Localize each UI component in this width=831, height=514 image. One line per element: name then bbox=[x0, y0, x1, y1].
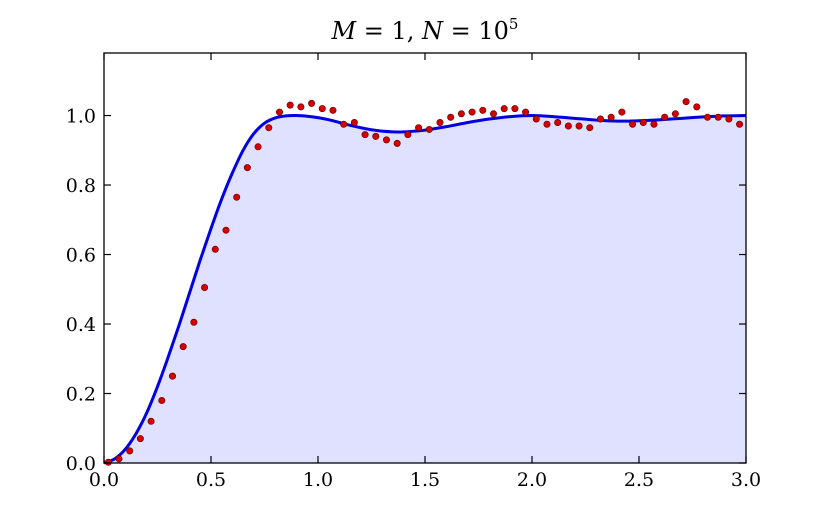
data-point bbox=[404, 131, 412, 139]
data-point bbox=[532, 115, 540, 123]
data-point bbox=[725, 115, 733, 123]
data-point bbox=[682, 98, 690, 106]
title-eq1: = 1, bbox=[356, 17, 422, 45]
area-fill-layer bbox=[104, 115, 746, 463]
x-tick-label: 2.5 bbox=[624, 469, 654, 491]
x-tick-label: 2.0 bbox=[517, 469, 547, 491]
x-tick-label: 1.5 bbox=[410, 469, 440, 491]
data-point bbox=[489, 110, 497, 118]
data-point bbox=[158, 396, 166, 404]
y-tick-label: 0.8 bbox=[66, 175, 96, 197]
title-var-m: M bbox=[331, 17, 358, 45]
data-point bbox=[179, 343, 187, 351]
data-point bbox=[275, 108, 283, 116]
data-point bbox=[522, 108, 530, 116]
data-point bbox=[126, 447, 134, 455]
data-point bbox=[575, 122, 583, 130]
data-point bbox=[340, 120, 348, 128]
data-point bbox=[564, 122, 572, 130]
data-point bbox=[650, 120, 658, 128]
data-point bbox=[222, 226, 230, 234]
y-tick-label: 0.6 bbox=[66, 245, 96, 267]
data-point bbox=[425, 125, 433, 133]
data-point bbox=[393, 139, 401, 147]
y-tick-label: 0.2 bbox=[66, 384, 96, 406]
data-point bbox=[382, 136, 390, 144]
data-point bbox=[297, 103, 305, 111]
data-point bbox=[618, 108, 626, 116]
title-var-n: N bbox=[421, 17, 444, 45]
data-point bbox=[436, 118, 444, 126]
data-point bbox=[607, 113, 615, 121]
data-point bbox=[447, 113, 455, 121]
data-point bbox=[104, 458, 112, 466]
data-point bbox=[639, 118, 647, 126]
area-under-curve bbox=[104, 115, 746, 463]
data-point bbox=[468, 108, 476, 116]
y-tick-label: 0.4 bbox=[66, 314, 96, 336]
x-tick-label: 1.0 bbox=[303, 469, 333, 491]
data-point bbox=[693, 103, 701, 111]
x-tick-label: 3.0 bbox=[731, 469, 761, 491]
scatter-points-layer bbox=[104, 98, 744, 466]
data-point bbox=[243, 164, 251, 172]
data-point bbox=[318, 105, 326, 113]
data-point bbox=[479, 106, 487, 114]
data-point bbox=[361, 131, 369, 139]
data-point bbox=[211, 245, 219, 253]
data-point bbox=[201, 284, 209, 292]
data-point bbox=[586, 124, 594, 132]
axes-layer: 0.0 0.5 1.0 1.5 2.0 2.5 3.0 0.0 0.2 0.4 0.6 0.8 1.0 bbox=[66, 52, 761, 491]
data-point bbox=[671, 110, 679, 118]
data-point bbox=[511, 105, 519, 113]
data-point bbox=[415, 124, 423, 132]
data-point bbox=[136, 435, 144, 443]
data-point bbox=[265, 124, 273, 132]
data-point bbox=[190, 318, 198, 326]
data-point bbox=[115, 455, 123, 463]
data-point bbox=[543, 120, 551, 128]
y-tick-label: 0.0 bbox=[66, 453, 96, 475]
data-point bbox=[350, 118, 358, 126]
data-point bbox=[629, 120, 637, 128]
x-tick-label: 0.5 bbox=[196, 469, 226, 491]
data-point bbox=[661, 113, 669, 121]
y-tick-label: 1.0 bbox=[66, 106, 96, 128]
data-point bbox=[233, 193, 241, 201]
data-point bbox=[554, 118, 562, 126]
data-point bbox=[168, 372, 176, 380]
data-point bbox=[703, 113, 711, 121]
data-point bbox=[457, 110, 465, 118]
title-eq2: = 10 bbox=[443, 17, 509, 45]
data-point bbox=[372, 132, 380, 140]
data-point bbox=[286, 101, 294, 109]
title-exponent: 5 bbox=[509, 15, 519, 33]
data-point bbox=[500, 105, 508, 113]
data-point bbox=[596, 115, 604, 123]
x-tick-label: 0.0 bbox=[89, 469, 119, 491]
data-point bbox=[308, 99, 316, 107]
data-point bbox=[254, 143, 262, 151]
chart-title: M = 1, N = 105 bbox=[331, 15, 519, 45]
data-point bbox=[329, 106, 337, 114]
data-point bbox=[714, 113, 722, 121]
data-point bbox=[736, 120, 744, 128]
data-point bbox=[147, 417, 155, 425]
